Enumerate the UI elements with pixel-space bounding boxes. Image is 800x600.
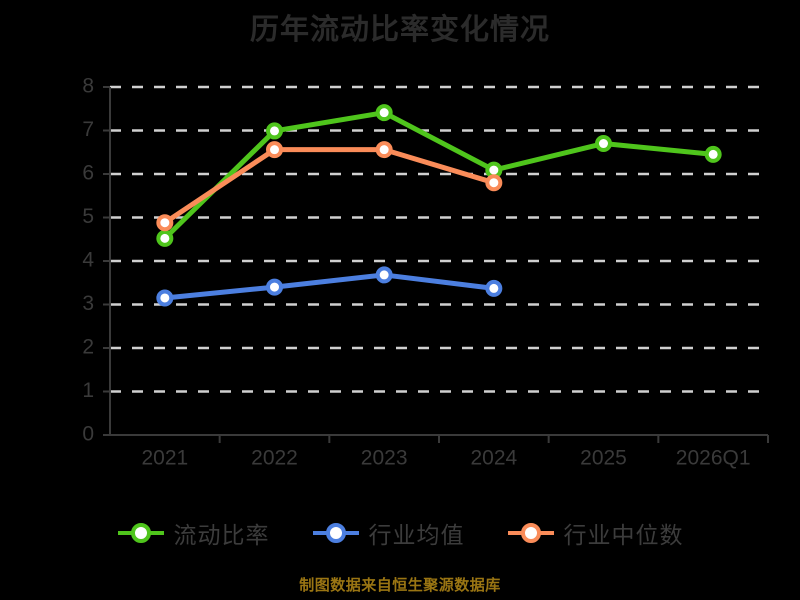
data-point-marker[interactable] <box>375 266 393 284</box>
x-axis-tick-label: 2026Q1 <box>676 446 751 469</box>
legend-marker-icon <box>312 523 359 543</box>
y-axis-tick-label: 7 <box>82 118 94 141</box>
y-axis-tick-label: 3 <box>82 292 94 315</box>
legend-item-label: 行业中位数 <box>563 522 684 548</box>
x-axis-tick-label: 2024 <box>470 446 517 469</box>
legend-item[interactable]: 流动比率 <box>117 516 270 550</box>
legend-item-label: 流动比率 <box>173 522 270 548</box>
series-line <box>162 272 497 301</box>
page-title: 历年流动比率变化情况 <box>249 14 550 46</box>
series-line <box>162 110 716 241</box>
y-axis-tick-label: 1 <box>82 379 94 402</box>
x-axis-tick-label: 2022 <box>251 446 298 469</box>
legend-item[interactable]: 行业均值 <box>312 516 465 550</box>
data-point-marker[interactable] <box>375 141 393 159</box>
y-axis-tick-label: 8 <box>82 75 94 98</box>
legend-marker-icon <box>117 523 164 543</box>
data-point-marker[interactable] <box>266 141 283 159</box>
x-axis-tick-label: 2025 <box>580 446 627 469</box>
x-axis-tick-label: 2023 <box>361 446 408 469</box>
series-line <box>162 147 497 226</box>
data-point-marker[interactable] <box>704 145 722 163</box>
legend-item[interactable]: 行业中位数 <box>507 516 684 550</box>
y-axis-tick-label: 5 <box>82 205 94 228</box>
y-axis-tick-label: 4 <box>82 249 94 272</box>
data-point-marker[interactable] <box>595 135 612 153</box>
data-point-marker[interactable] <box>485 279 503 297</box>
y-axis-tick-label: 0 <box>82 423 94 446</box>
data-point-marker[interactable] <box>485 174 503 192</box>
x-axis-tick-label: 2021 <box>141 446 188 469</box>
legend-marker-icon <box>507 523 554 543</box>
legend-item-label: 行业均值 <box>368 522 465 548</box>
data-point-marker[interactable] <box>266 278 283 296</box>
data-point-marker[interactable] <box>156 229 174 247</box>
y-axis-tick-label: 6 <box>82 162 94 185</box>
data-point-marker[interactable] <box>156 214 174 232</box>
data-point-marker[interactable] <box>375 104 393 122</box>
data-point-marker[interactable] <box>156 289 174 307</box>
y-axis-tick-label: 2 <box>82 336 94 359</box>
chart-legend: 流动比率 行业均值 行业中位数 <box>0 516 800 550</box>
data-point-marker[interactable] <box>266 122 283 140</box>
footnote: 制图数据来自恒生聚源数据库 <box>299 577 501 594</box>
